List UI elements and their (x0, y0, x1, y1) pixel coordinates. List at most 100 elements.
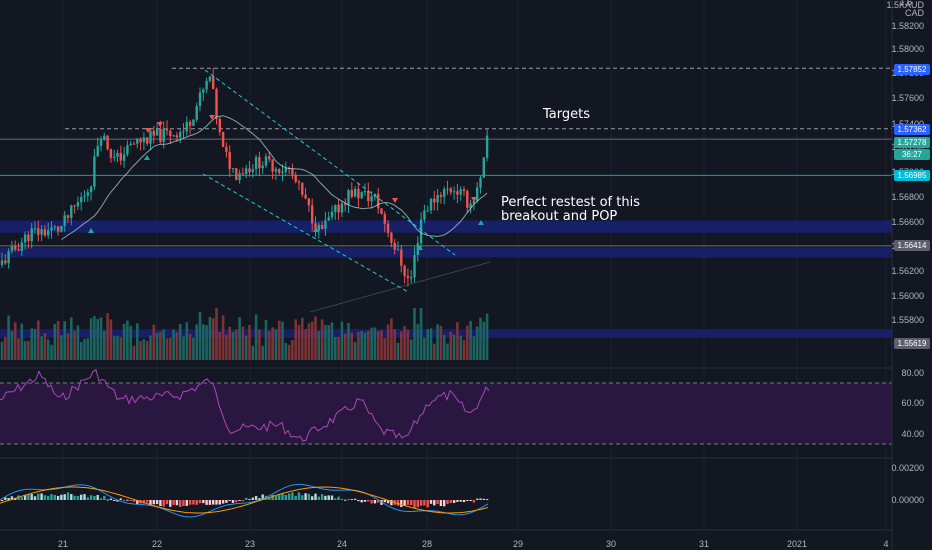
volume-bar (13, 322, 17, 360)
candle-body (413, 255, 416, 278)
macd-histogram-bar (347, 499, 350, 501)
volume-bar (192, 337, 195, 360)
macd-histogram-bar (363, 500, 367, 502)
volume-bar (142, 339, 146, 360)
candle-body (159, 128, 162, 142)
candle-body (33, 228, 37, 230)
volume-bar (466, 325, 469, 360)
macd-histogram-bar (278, 494, 281, 500)
macd-histogram-bar (439, 500, 443, 507)
candle-body (169, 130, 172, 137)
candle-body (53, 226, 56, 228)
candle-body (37, 228, 40, 235)
volume-bar (221, 315, 225, 360)
candle-body (377, 193, 380, 209)
macd-histogram-bar (162, 500, 165, 507)
macd-histogram-bar (66, 492, 70, 500)
candle-body (360, 192, 363, 199)
macd-histogram-bar (307, 493, 311, 500)
volume-bar (429, 328, 433, 360)
macd-histogram-bar (423, 500, 426, 506)
macd-histogram-bar (56, 495, 60, 500)
macd-histogram-bar (459, 500, 462, 502)
macd-histogram-bar (86, 497, 89, 500)
macd-histogram-bar (23, 495, 27, 500)
macd-histogram-bar (350, 499, 353, 501)
candle-body (14, 245, 17, 250)
macd-tick: 0.00200 (891, 463, 924, 473)
volume-bar (426, 329, 429, 360)
candle-body (212, 76, 215, 89)
volume-bar (93, 315, 96, 360)
candle-body (396, 249, 400, 251)
targets-annotation: Targets (543, 107, 590, 122)
volume-bar (320, 319, 324, 360)
macd-histogram-bar (76, 495, 80, 500)
candle-body (126, 145, 129, 155)
candle-body (73, 205, 76, 207)
volume-bar (479, 317, 482, 360)
macd-histogram-bar (284, 495, 287, 500)
volume-bar (136, 323, 139, 360)
candle-body (136, 139, 139, 144)
volume-bar (442, 334, 446, 360)
volume-bar (258, 329, 261, 360)
volume-bar (162, 329, 165, 360)
volume-bar (205, 325, 208, 360)
macd-histogram-bar (337, 496, 340, 500)
price-label: 1.57362 (894, 124, 930, 135)
volume-bar (215, 307, 218, 360)
candle-body (225, 146, 228, 153)
candle-body (278, 169, 281, 173)
macd-histogram-bar (443, 500, 446, 507)
macd-histogram-bar (446, 500, 449, 504)
candle-body (264, 156, 268, 166)
macd-histogram-bar (37, 493, 40, 500)
macd-histogram-bar (126, 499, 129, 501)
candle-body (10, 245, 14, 252)
macd-histogram-bar (251, 497, 254, 500)
zone-band (0, 329, 892, 338)
volume-bars (0, 307, 489, 360)
candle-body (301, 182, 304, 195)
macd-histogram-bar (340, 498, 344, 500)
volume-bar (482, 321, 486, 360)
volume-bar (310, 321, 314, 360)
volume-bar (350, 332, 354, 360)
volume-bar (370, 327, 373, 360)
volume-bar (413, 307, 416, 360)
macd-histogram-bar (261, 494, 264, 500)
macd-histogram-bar (182, 500, 185, 506)
volume-bar (66, 333, 70, 360)
buy-marker (313, 227, 319, 232)
price-tick: 1.58000 (891, 44, 924, 54)
macd-histogram-bar (456, 500, 459, 502)
macd-histogram-bar (297, 492, 301, 500)
candle-body (334, 204, 337, 212)
macd-histogram-bar (80, 494, 83, 500)
candle-body (386, 223, 390, 233)
macd-histogram-bar (0, 500, 4, 501)
macd-histogram-bar (386, 500, 390, 504)
volume-bar (225, 334, 228, 360)
macd-histogram-bar (479, 498, 482, 500)
candle-body (380, 208, 383, 214)
x-axis-label: 28 (421, 539, 433, 549)
candle-body (449, 188, 452, 193)
volume-bar (317, 330, 321, 360)
candle-body (116, 152, 119, 157)
macd-histogram-bar (165, 500, 169, 505)
macd-histogram-bar (40, 493, 43, 500)
volume-bar (271, 327, 274, 360)
volume-bar (393, 329, 396, 360)
macd-histogram-bar (254, 495, 258, 500)
macd-histogram-bar (416, 500, 419, 508)
volume-bar (70, 317, 73, 360)
volume-bar (17, 338, 20, 360)
volume-bar (294, 319, 297, 360)
candle-body (122, 154, 126, 161)
volume-bar (112, 336, 116, 360)
candle-body (235, 168, 238, 181)
candle-body (436, 194, 439, 203)
